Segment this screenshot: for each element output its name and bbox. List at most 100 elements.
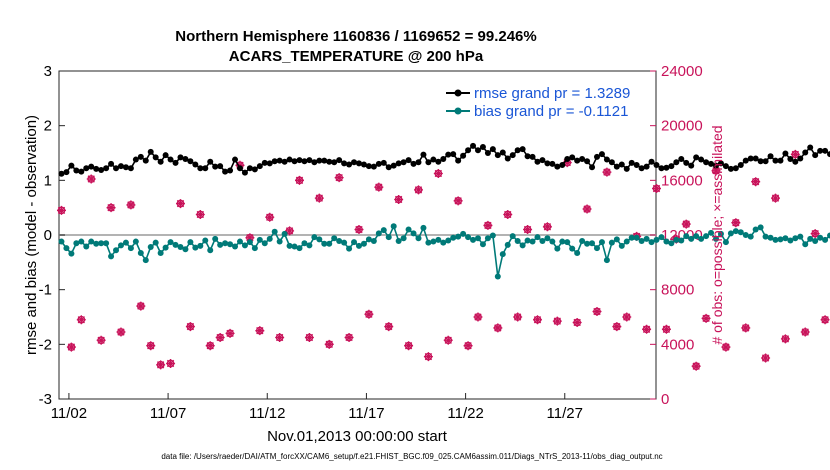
bias-point — [757, 224, 764, 231]
x-tick-label: 11/02 — [51, 405, 87, 422]
bias-point — [479, 241, 486, 248]
left-axis: 3 2 1 0 -1 -2 -3 — [39, 63, 65, 408]
bias-point — [822, 236, 829, 243]
rmse-point — [470, 142, 477, 149]
rmse-point — [474, 147, 481, 154]
obs-marker — [592, 307, 602, 317]
obs-marker — [126, 200, 136, 210]
rmse-point — [827, 151, 830, 158]
rmse-point — [157, 158, 164, 165]
rmse-point — [727, 165, 734, 172]
bias-point — [450, 234, 457, 241]
obs-marker — [106, 203, 116, 213]
rmse-point — [712, 162, 719, 169]
rmse-point — [192, 161, 199, 168]
bias-point — [375, 230, 382, 237]
bias-point — [465, 234, 472, 241]
obs-marker — [790, 149, 800, 159]
y-axis-label-right: # of obs: o=possible; ×=assimilated — [709, 125, 725, 344]
bias-point — [688, 235, 695, 242]
bias-point — [103, 240, 110, 247]
obs-marker — [691, 361, 701, 371]
x-axis-label: Nov.01,2013 00:00:00 start — [267, 428, 448, 445]
right-tick-label: 8000 — [661, 282, 694, 299]
rmse-point — [236, 165, 243, 172]
x-tick-label: 11/27 — [547, 405, 583, 422]
bias-point — [762, 233, 769, 240]
right-tick-label: 0 — [661, 391, 669, 408]
rmse-point — [182, 156, 189, 163]
bias-point — [554, 245, 561, 252]
obs-marker — [751, 177, 761, 187]
bias-point — [708, 229, 715, 236]
rmse-point — [306, 157, 313, 164]
left-tick-label: 3 — [44, 63, 52, 80]
bias-point — [93, 240, 100, 247]
bias-point — [152, 239, 159, 246]
bias-point — [703, 233, 710, 240]
bias-point — [827, 232, 830, 239]
bias-point — [474, 235, 481, 242]
rmse-point — [256, 163, 263, 170]
obs-marker — [443, 335, 453, 345]
bias-point — [127, 245, 134, 252]
bias-point — [737, 229, 744, 236]
rmse-point — [613, 163, 620, 170]
bias-point — [678, 237, 685, 244]
rmse-point — [762, 158, 769, 165]
bias-point — [370, 238, 377, 245]
rmse-point — [499, 149, 506, 156]
rmse-point — [638, 165, 645, 172]
bias-point — [113, 247, 120, 254]
bias-point — [752, 226, 759, 233]
obs-marker — [374, 182, 384, 192]
rmse-point — [197, 165, 204, 172]
bias-point — [524, 237, 531, 244]
bias-point — [137, 250, 144, 257]
obs-marker — [404, 341, 414, 351]
rmse-point — [142, 157, 149, 164]
bias-point — [157, 250, 164, 257]
obs-marker — [622, 312, 632, 322]
bias-point — [246, 239, 253, 246]
bias-point — [817, 234, 824, 241]
bias-point — [579, 238, 586, 245]
bias-point — [241, 242, 248, 249]
rmse-point — [539, 157, 546, 164]
rmse-point — [435, 158, 442, 165]
bias-point — [117, 242, 124, 249]
rmse-point — [162, 152, 169, 159]
rmse-point — [261, 159, 268, 166]
obs-marker — [394, 194, 404, 204]
bias-point — [608, 239, 615, 246]
rmse-point — [504, 155, 511, 162]
bias-series — [58, 223, 830, 280]
obs-marker — [225, 328, 235, 338]
rmse-point — [658, 165, 665, 172]
bias-point — [256, 236, 263, 243]
rmse-point — [93, 165, 100, 172]
obs-marker — [542, 222, 552, 232]
rmse-point — [445, 151, 452, 158]
right-tick-label: 24000 — [661, 63, 703, 80]
bias-point — [365, 236, 372, 243]
bias-point — [797, 233, 804, 240]
bias-point — [212, 235, 219, 242]
bias-point — [331, 235, 338, 242]
bias-point — [549, 238, 556, 245]
bias-point — [182, 246, 189, 253]
rmse-point — [623, 165, 630, 172]
bias-point — [291, 243, 298, 250]
bias-point — [202, 237, 209, 244]
obs-marker — [780, 334, 790, 344]
rmse-point — [757, 158, 764, 165]
rmse-point — [787, 156, 794, 163]
bias-point — [494, 273, 501, 280]
rmse-point — [291, 158, 298, 165]
rmse-point — [742, 157, 749, 164]
obs-marker — [175, 199, 185, 209]
bias-point — [346, 245, 353, 252]
bias-point — [722, 239, 729, 246]
bias-point — [484, 235, 491, 242]
obs-marker — [820, 315, 830, 325]
